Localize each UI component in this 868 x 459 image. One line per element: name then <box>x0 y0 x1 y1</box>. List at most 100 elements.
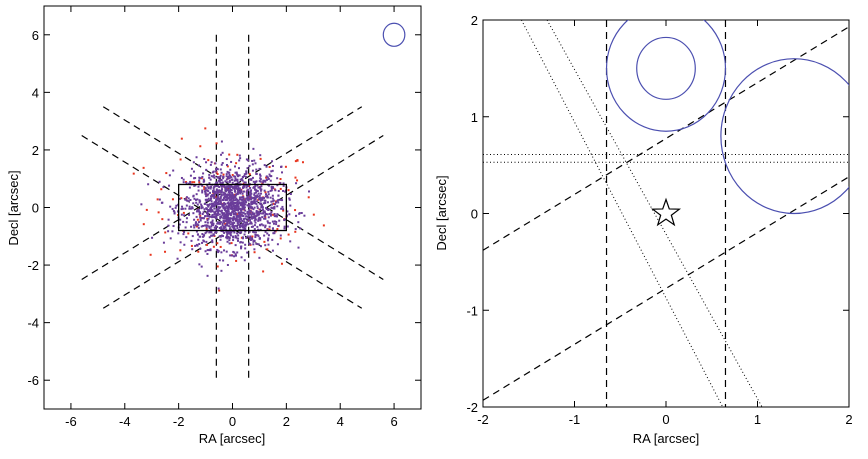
left-purple-point <box>195 215 198 218</box>
left-purple-point <box>273 220 276 223</box>
left-purple-point <box>231 200 234 203</box>
left-purple-point <box>232 219 235 222</box>
left-purple-point <box>214 231 217 234</box>
left-purple-point <box>162 186 165 189</box>
left-purple-point <box>249 235 252 238</box>
left-purple-point <box>238 224 241 227</box>
left-purple-point <box>224 216 227 219</box>
left-purple-point <box>218 235 221 238</box>
left-purple-point <box>246 210 249 213</box>
left-purple-point <box>220 209 223 212</box>
left-purple-point <box>253 248 256 251</box>
left-purple-point <box>245 158 248 161</box>
left-purple-point <box>255 202 258 205</box>
left-purple-point <box>244 243 247 246</box>
left-purple-point <box>239 192 242 195</box>
left-purple-point <box>225 178 228 181</box>
left-purple-point <box>233 199 236 202</box>
left-purple-point <box>242 200 245 203</box>
left-purple-point <box>236 193 239 196</box>
left-purple-point <box>237 174 240 177</box>
left-purple-point <box>231 210 234 213</box>
left-purple-point <box>195 193 198 196</box>
left-purple-point <box>171 207 174 210</box>
left-purple-point <box>167 218 170 221</box>
left-purple-point <box>250 192 253 195</box>
left-red-point <box>228 153 231 156</box>
left-purple-point <box>221 199 224 202</box>
left-purple-point <box>289 204 292 207</box>
left-purple-point <box>178 223 181 226</box>
left-purple-point <box>295 214 298 217</box>
left-purple-point <box>250 214 253 217</box>
right-chart-panel: -2 -1 0 1 2 -2 -1 0 1 2 RA [arcsec] Decl [arcsec… <box>434 13 853 446</box>
left-purple-point <box>232 217 235 220</box>
left-purple-point <box>243 206 246 209</box>
left-purple-point <box>228 196 231 199</box>
left-purple-point <box>253 182 256 185</box>
left-x-tick-label: -6 <box>65 414 77 429</box>
left-purple-point <box>224 209 227 212</box>
left-purple-point <box>254 231 257 234</box>
left-purple-point <box>221 162 224 165</box>
left-purple-point <box>180 176 183 179</box>
left-purple-point <box>222 193 225 196</box>
left-purple-point <box>190 225 193 228</box>
left-purple-point <box>187 197 190 200</box>
left-red-point <box>264 191 267 194</box>
left-purple-point <box>214 211 217 214</box>
left-red-point <box>242 182 245 185</box>
left-red-point <box>265 176 268 179</box>
left-dashed-line <box>102 135 384 309</box>
left-purple-point <box>256 214 259 217</box>
left-purple-point <box>201 241 204 244</box>
left-purple-point <box>248 230 251 233</box>
left-purple-point <box>245 223 248 226</box>
left-purple-point <box>280 165 283 168</box>
left-red-point <box>142 223 145 226</box>
left-purple-point <box>215 231 218 234</box>
left-red-point <box>261 182 264 185</box>
left-purple-point <box>205 226 208 229</box>
left-purple-point <box>227 220 230 223</box>
left-purple-point <box>207 205 210 208</box>
left-purple-point <box>241 179 244 182</box>
left-purple-point <box>225 236 228 239</box>
left-purple-point <box>212 175 215 178</box>
left-purple-point <box>185 236 188 239</box>
left-purple-point <box>198 179 201 182</box>
left-purple-point <box>225 250 228 253</box>
left-purple-point <box>221 184 224 187</box>
left-purple-point <box>255 172 258 175</box>
left-purple-point <box>266 201 269 204</box>
left-purple-point <box>243 181 246 184</box>
left-red-point <box>149 253 152 256</box>
left-purple-point <box>226 177 229 180</box>
left-purple-point <box>234 254 237 257</box>
left-purple-point <box>267 177 270 180</box>
left-purple-point <box>236 222 239 225</box>
left-purple-point <box>203 202 206 205</box>
left-red-point <box>284 165 287 168</box>
left-purple-point <box>251 202 254 205</box>
left-purple-point <box>210 161 213 164</box>
left-purple-point <box>222 215 225 218</box>
left-purple-point <box>209 248 212 251</box>
left-red-point <box>247 185 250 188</box>
left-purple-point <box>204 224 207 227</box>
left-purple-point <box>249 212 252 215</box>
left-purple-point <box>269 214 272 217</box>
left-purple-point <box>253 193 256 196</box>
left-purple-point <box>258 237 261 240</box>
left-purple-point <box>225 196 228 199</box>
left-purple-point <box>270 185 273 188</box>
left-purple-point <box>241 241 244 244</box>
left-purple-point <box>209 206 212 209</box>
left-purple-point <box>252 147 255 150</box>
left-purple-point <box>210 175 213 178</box>
left-purple-point <box>213 176 216 179</box>
left-red-point <box>197 250 200 253</box>
left-purple-point <box>251 163 254 166</box>
left-purple-point <box>226 195 229 198</box>
left-chart-panel: -6 -4 -2 0 2 4 6 -6 -4 -2 0 2 4 6 RA [arcsec] Decl [… <box>6 5 422 446</box>
